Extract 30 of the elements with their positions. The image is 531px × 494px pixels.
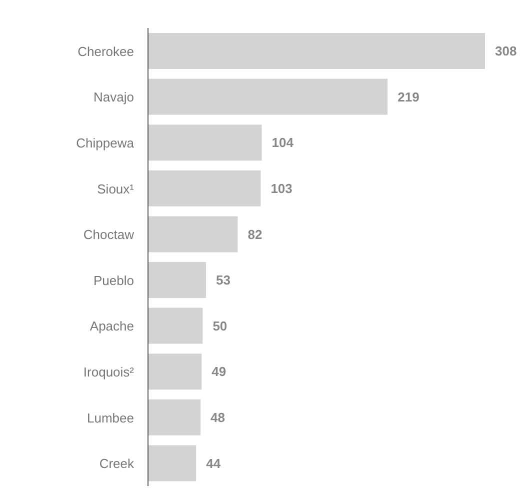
bar [148,262,206,298]
y-tick-label: Iroquois² [83,364,135,380]
bar [148,308,203,344]
y-tick-label: Lumbee [87,410,134,426]
y-tick-label: Creek [99,456,134,472]
bar [148,399,201,436]
y-tick-label: Pueblo [94,272,134,288]
data-label: 104 [272,135,294,150]
data-label: 103 [270,181,292,196]
data-label: 50 [212,318,228,334]
bar [148,33,485,69]
data-label: 308 [495,44,517,59]
data-label: 44 [206,456,222,471]
data-label: 49 [212,364,226,380]
y-tick-label: Choctaw [83,227,135,242]
bar [148,78,388,115]
y-tick-label: Chippewa [76,136,135,150]
y-tick-label: Apache [90,318,134,334]
bar [148,445,196,482]
data-label: 53 [216,272,230,288]
bar [148,124,262,161]
data-label: 48 [210,410,225,426]
y-tick-label: Sioux¹ [97,181,135,196]
y-tick-label: Navajo [94,90,134,105]
data-label: 219 [398,89,420,104]
y-tick-label: Cherokee [78,44,134,59]
bar [148,354,202,390]
data-label: 82 [248,226,262,242]
bar [148,216,238,252]
bar [148,170,261,206]
